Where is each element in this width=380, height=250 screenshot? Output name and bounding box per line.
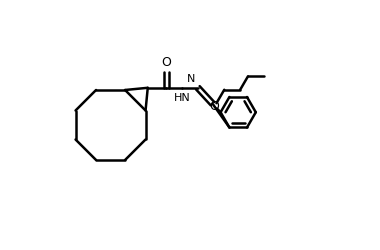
Text: N: N [187, 74, 195, 84]
Text: O: O [161, 56, 171, 69]
Text: O: O [209, 100, 219, 113]
Text: HN: HN [174, 93, 190, 103]
